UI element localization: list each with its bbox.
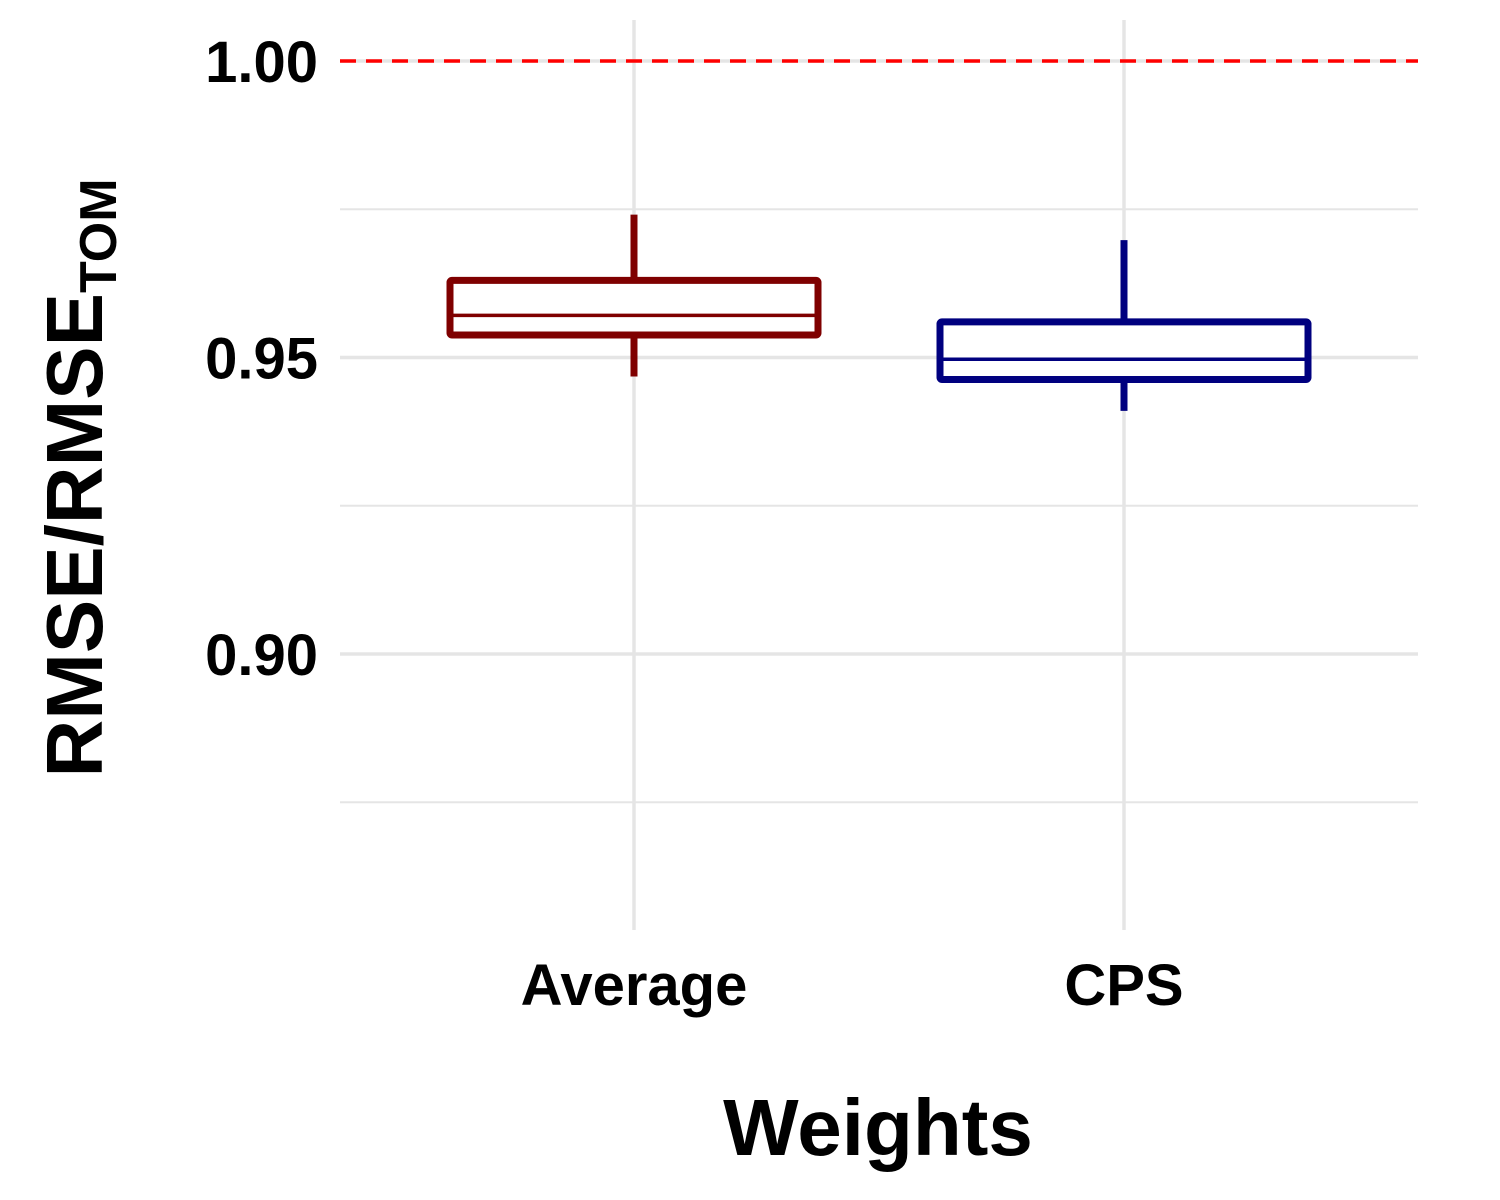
- tick-label-layer: 0.90 0.95 1.00 Average CPS: [205, 30, 1184, 1018]
- y-axis-title-subscript: TOM: [70, 178, 128, 293]
- y-tick-label: 0.95: [205, 327, 318, 392]
- x-tick-label-average: Average: [521, 953, 748, 1018]
- grid-layer: [340, 20, 1418, 930]
- box-cps: [936, 240, 1312, 411]
- x-tick-label-cps: CPS: [1064, 953, 1183, 1018]
- y-axis-title: RMSE/RMSETOM: [30, 178, 128, 777]
- box-average: [446, 214, 822, 377]
- box-layer: [446, 214, 1312, 411]
- y-tick-label: 0.90: [205, 623, 318, 688]
- iqr-box: [446, 276, 822, 339]
- y-axis-title-main: RMSE/RMSE: [30, 293, 119, 778]
- y-tick-label: 1.00: [205, 30, 318, 95]
- iqr-box: [936, 318, 1312, 383]
- x-axis-title: Weights: [723, 1083, 1033, 1172]
